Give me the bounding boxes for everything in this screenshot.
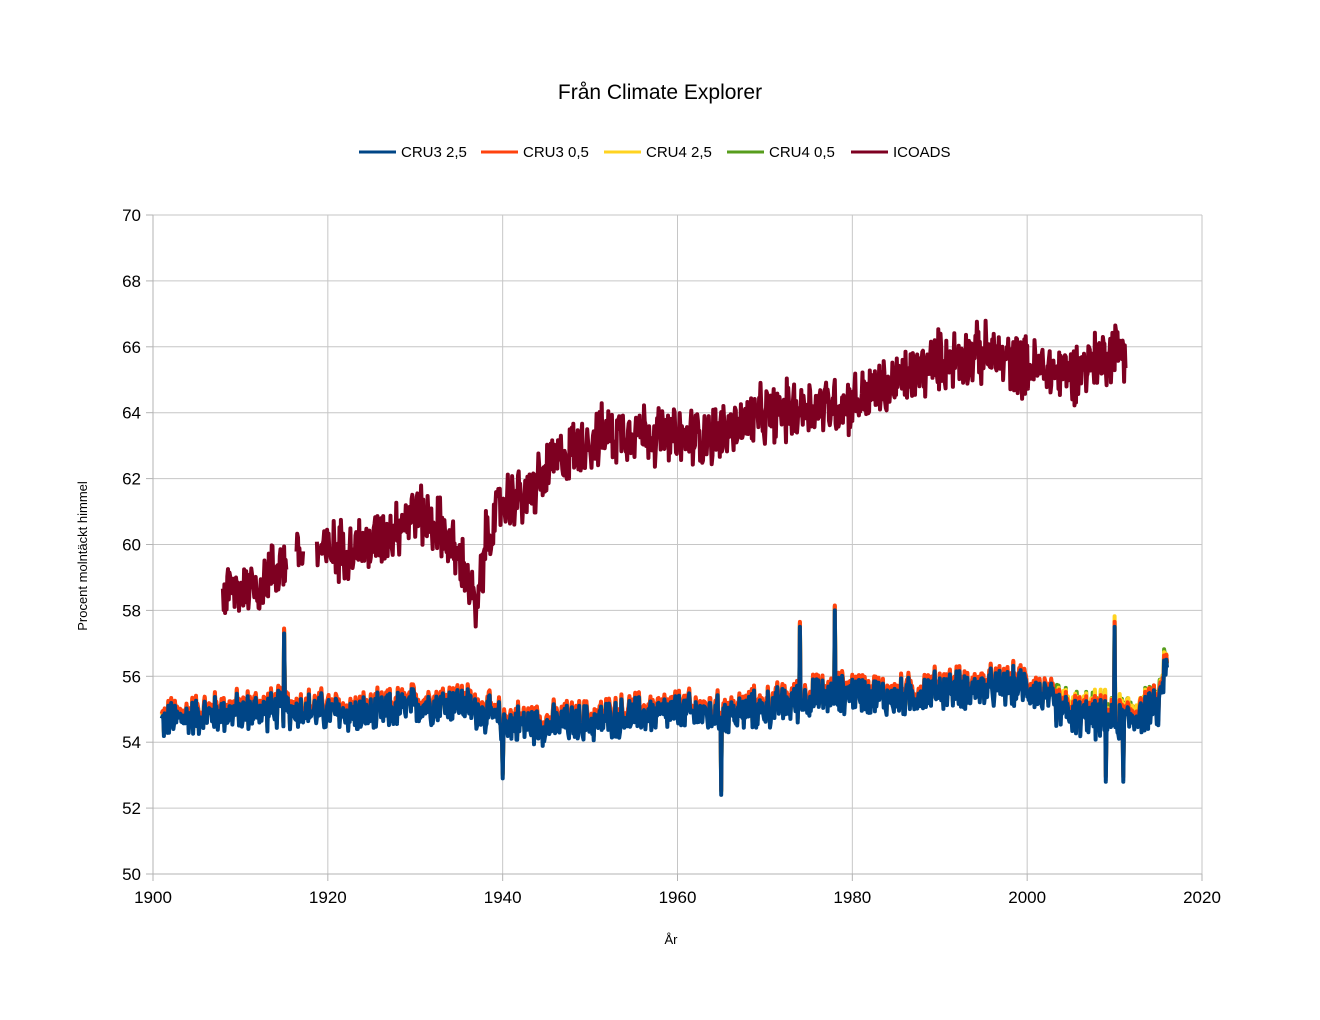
x-tick-label: 1960 — [659, 888, 697, 907]
y-tick-label: 68 — [122, 272, 141, 291]
legend: CRU3 2,5 CRU3 0,5 CRU4 2,5 CRU4 0,5 ICOADS — [359, 144, 951, 161]
y-tick-label: 54 — [122, 733, 141, 752]
legend-label: ICOADS — [893, 144, 951, 161]
y-axis-title: Procent molntäckt himmel — [75, 481, 90, 631]
x-tick-label: 2020 — [1183, 888, 1221, 907]
y-tick-label: 66 — [122, 338, 141, 357]
x-tick-label: 1980 — [833, 888, 871, 907]
legend-label: CRU4 0,5 — [769, 144, 835, 161]
grid — [152, 214, 1203, 875]
x-tick-label: 1940 — [484, 888, 522, 907]
series-line-cru3-2-5 — [159, 608, 1169, 797]
y-tick-label: 50 — [122, 865, 141, 884]
plot-area — [159, 318, 1169, 797]
legend-label: CRU4 2,5 — [646, 144, 712, 161]
legend-label: CRU3 2,5 — [401, 144, 467, 161]
y-tick-label: 56 — [122, 667, 141, 686]
y-tick-label: 58 — [122, 601, 141, 620]
y-tick-label: 70 — [122, 206, 141, 225]
axes: 50 52 54 56 58 60 62 64 66 68 70 1900 1920 1940 1960 19… — [122, 206, 1221, 907]
x-tick-label: 2000 — [1008, 888, 1046, 907]
y-tick-label: 62 — [122, 470, 141, 489]
y-tick-label: 64 — [122, 404, 141, 423]
series-line-icoads — [220, 318, 1128, 629]
x-tick-label: 1920 — [309, 888, 347, 907]
y-tick-label: 60 — [122, 536, 141, 555]
x-axis-title: År — [665, 932, 679, 947]
y-tick-label: 52 — [122, 799, 141, 818]
chart-title: Från Climate Explorer — [558, 81, 762, 104]
x-tick-label: 1900 — [134, 888, 172, 907]
legend-label: CRU3 0,5 — [523, 144, 589, 161]
